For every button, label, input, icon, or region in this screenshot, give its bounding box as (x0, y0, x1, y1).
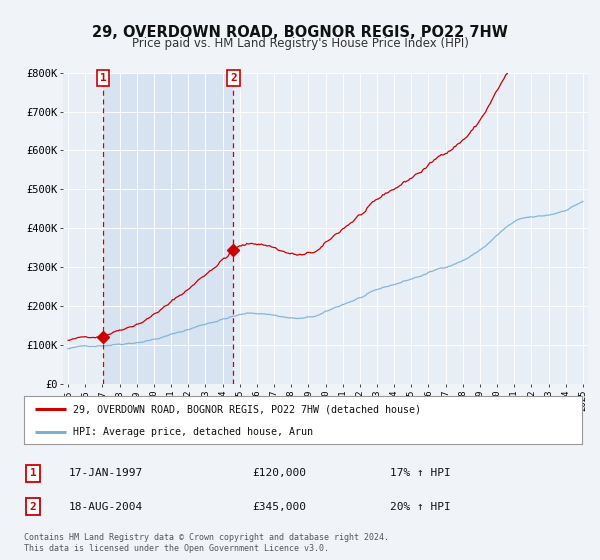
Text: 1: 1 (100, 73, 107, 83)
Text: Contains HM Land Registry data © Crown copyright and database right 2024.
This d: Contains HM Land Registry data © Crown c… (24, 533, 389, 553)
Text: 2: 2 (230, 73, 237, 83)
Text: 20% ↑ HPI: 20% ↑ HPI (390, 502, 451, 512)
Text: Price paid vs. HM Land Registry's House Price Index (HPI): Price paid vs. HM Land Registry's House … (131, 37, 469, 50)
Text: 17-JAN-1997: 17-JAN-1997 (69, 468, 143, 478)
Text: 1: 1 (29, 468, 37, 478)
Text: 29, OVERDOWN ROAD, BOGNOR REGIS, PO22 7HW (detached house): 29, OVERDOWN ROAD, BOGNOR REGIS, PO22 7H… (73, 404, 421, 414)
Text: 2: 2 (29, 502, 37, 512)
Text: HPI: Average price, detached house, Arun: HPI: Average price, detached house, Arun (73, 427, 313, 437)
Text: 17% ↑ HPI: 17% ↑ HPI (390, 468, 451, 478)
Text: £120,000: £120,000 (252, 468, 306, 478)
Bar (103, 73, 233, 384)
Text: £345,000: £345,000 (252, 502, 306, 512)
Text: 29, OVERDOWN ROAD, BOGNOR REGIS, PO22 7HW: 29, OVERDOWN ROAD, BOGNOR REGIS, PO22 7H… (92, 25, 508, 40)
Text: 18-AUG-2004: 18-AUG-2004 (69, 502, 143, 512)
